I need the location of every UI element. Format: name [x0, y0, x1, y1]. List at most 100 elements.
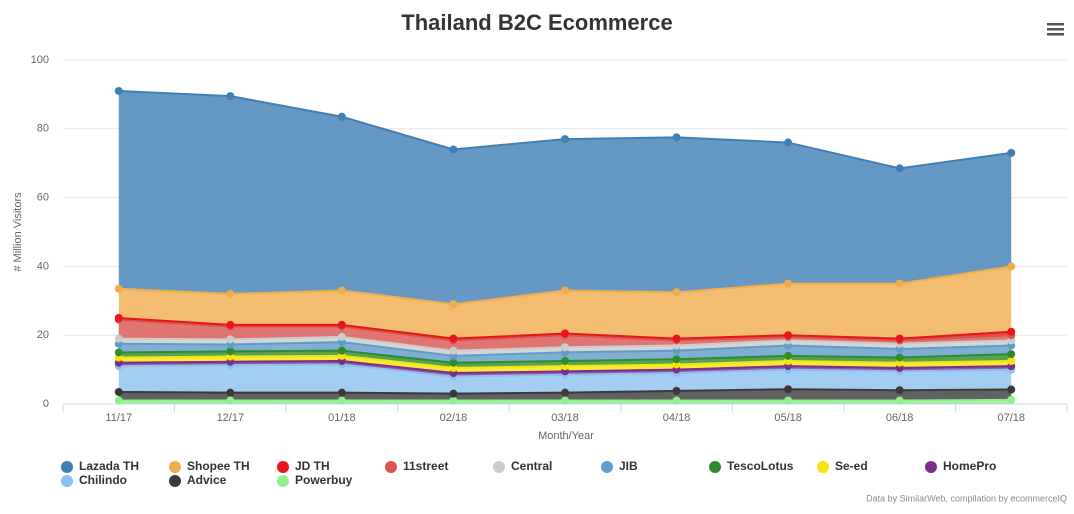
y-tick-label: 40: [37, 260, 49, 272]
point: [337, 286, 346, 295]
point: [672, 355, 681, 364]
point: [1007, 148, 1016, 157]
legend-marker: [817, 461, 829, 473]
point: [895, 396, 904, 405]
legend-item[interactable]: Chilindo: [61, 473, 127, 487]
legend-item[interactable]: Central: [493, 459, 552, 473]
legend-marker: [169, 461, 181, 473]
legend-label: TescoLotus: [727, 459, 794, 473]
point: [226, 388, 235, 397]
point: [449, 396, 458, 405]
legend-marker: [61, 461, 73, 473]
point: [672, 396, 681, 405]
y-tick-label: 80: [37, 123, 49, 135]
x-axis-label: Month/Year: [538, 430, 594, 442]
point: [114, 387, 123, 396]
point: [784, 331, 793, 340]
legend-label: Central: [511, 459, 552, 473]
point: [226, 289, 235, 298]
point: [226, 92, 235, 101]
point: [561, 286, 569, 295]
legend-item[interactable]: JD TH: [277, 459, 330, 473]
point: [449, 145, 458, 154]
legend-item[interactable]: 11street: [385, 459, 448, 473]
legend-item[interactable]: Lazada TH: [61, 459, 139, 473]
point: [337, 332, 346, 341]
point: [114, 284, 123, 293]
x-tick-label: 05/18: [774, 412, 802, 424]
legend-label: JD TH: [295, 459, 330, 473]
legend-label: Lazada TH: [79, 459, 139, 473]
point: [895, 164, 904, 173]
x-tick-label: 06/18: [886, 412, 914, 424]
legend-label: HomePro: [943, 459, 996, 473]
menu-button[interactable]: [1047, 23, 1064, 36]
point: [1007, 395, 1016, 404]
legend-marker: [493, 461, 505, 473]
point: [561, 329, 569, 338]
x-tick-label: 03/18: [551, 412, 579, 424]
point: [672, 288, 681, 297]
point: [784, 351, 793, 360]
legend-marker: [277, 461, 289, 473]
legend-marker: [601, 461, 613, 473]
point: [226, 320, 235, 329]
legend-item[interactable]: HomePro: [925, 459, 996, 473]
legend-label: JIB: [619, 459, 638, 473]
x-tick-label: 02/18: [440, 412, 468, 424]
legend-item[interactable]: Powerbuy: [277, 473, 353, 487]
legend-label: Se-ed: [835, 459, 868, 473]
point: [784, 138, 793, 147]
point: [449, 334, 458, 343]
point: [337, 388, 346, 397]
legend-item[interactable]: Shopee TH: [169, 459, 250, 473]
point: [226, 347, 235, 356]
point: [226, 396, 235, 405]
x-tick-label: 07/18: [997, 412, 1025, 424]
point: [114, 348, 123, 357]
legend-label: Chilindo: [79, 473, 127, 487]
menu-bar: [1047, 33, 1064, 36]
point: [449, 389, 458, 398]
point: [895, 334, 904, 343]
point: [784, 279, 793, 288]
y-tick-label: 0: [43, 398, 49, 410]
legend-marker: [61, 475, 73, 487]
legend-item[interactable]: Advice: [169, 473, 227, 487]
point: [672, 334, 681, 343]
legend-label: 11street: [403, 459, 448, 473]
point: [226, 335, 235, 344]
point: [1007, 385, 1016, 394]
point: [672, 133, 681, 142]
point: [1007, 327, 1016, 336]
menu-bar: [1047, 28, 1064, 31]
point: [337, 396, 346, 405]
point: [561, 135, 569, 144]
point: [895, 386, 904, 395]
y-axis-label: # Million Visitors: [12, 192, 24, 272]
y-tick-label: 100: [31, 54, 49, 66]
point: [784, 385, 793, 394]
legend-item[interactable]: TescoLotus: [709, 459, 794, 473]
y-tick-label: 60: [37, 192, 49, 204]
x-tick-label: 12/17: [217, 412, 245, 424]
point: [1007, 262, 1016, 271]
point: [1007, 350, 1016, 359]
legend-item[interactable]: JIB: [601, 459, 638, 473]
point: [449, 346, 458, 355]
point: [337, 346, 346, 355]
legend-item[interactable]: Se-ed: [817, 459, 868, 473]
credits: Data by SimilarWeb, compilation by ecomm…: [866, 493, 1067, 503]
point: [561, 357, 569, 365]
point: [114, 314, 123, 322]
menu-bar: [1047, 23, 1064, 26]
x-tick-label: 04/18: [663, 412, 691, 424]
point: [449, 358, 458, 367]
legend-marker: [709, 461, 721, 473]
y-tick-label: 20: [37, 329, 49, 341]
legend-marker: [169, 475, 181, 487]
legend-label: Advice: [187, 473, 227, 487]
legend-marker: [385, 461, 397, 473]
legend-marker: [277, 475, 289, 487]
